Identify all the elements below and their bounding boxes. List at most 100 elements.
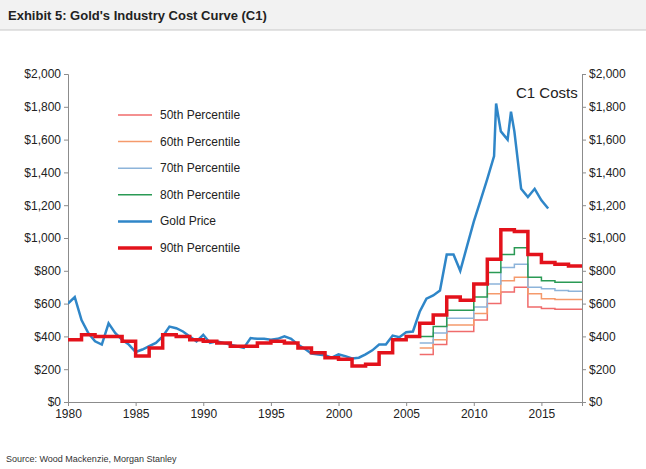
tick-mark bbox=[64, 172, 68, 173]
tick: $2,000 bbox=[582, 67, 626, 81]
tick-mark bbox=[68, 402, 69, 406]
tick: 1980 bbox=[55, 402, 82, 421]
tick-mark bbox=[64, 205, 68, 206]
tick: 2015 bbox=[529, 402, 556, 421]
tick-label: 2000 bbox=[326, 407, 353, 421]
tick-mark bbox=[64, 369, 68, 370]
tick: $1,000 bbox=[582, 231, 626, 245]
series-line bbox=[68, 104, 548, 359]
tick-mark bbox=[406, 402, 407, 406]
tick: $400 bbox=[582, 330, 616, 344]
series-line bbox=[420, 264, 582, 343]
tick-mark bbox=[582, 172, 586, 173]
tick: $1,800 bbox=[24, 100, 68, 114]
tick-label: 2010 bbox=[461, 407, 488, 421]
tick-mark bbox=[339, 402, 340, 406]
tick-label: 1980 bbox=[55, 407, 82, 421]
tick-mark bbox=[64, 107, 68, 108]
tick-label: 1995 bbox=[258, 407, 285, 421]
series-line bbox=[420, 277, 582, 348]
tick: 1990 bbox=[190, 402, 217, 421]
chart-title: Exhibit 5: Gold's Industry Cost Curve (C… bbox=[8, 8, 267, 23]
tick-label: $1,600 bbox=[24, 133, 61, 147]
series-line bbox=[420, 287, 582, 354]
tick: $200 bbox=[582, 363, 616, 377]
tick: 2000 bbox=[326, 402, 353, 421]
tick-mark bbox=[582, 205, 586, 206]
tick-label: $200 bbox=[589, 363, 616, 377]
y-axis: $0$200$400$600$800$1,000$1,200$1,400$1,6… bbox=[24, 67, 68, 409]
tick-label: 2005 bbox=[393, 407, 420, 421]
tick-mark bbox=[64, 336, 68, 337]
tick-label: $1,600 bbox=[589, 133, 626, 147]
chart-container: Exhibit 5: Gold's Industry Cost Curve (C… bbox=[0, 0, 646, 469]
tick-label: 1990 bbox=[190, 407, 217, 421]
tick: $1,600 bbox=[24, 133, 68, 147]
tick: $600 bbox=[34, 297, 68, 311]
tick: $0 bbox=[582, 395, 603, 409]
tick-mark bbox=[64, 238, 68, 239]
tick: $1,600 bbox=[582, 133, 626, 147]
legend-swatch bbox=[118, 167, 152, 169]
tick-mark bbox=[64, 140, 68, 141]
source-note: Source: Wood Mackenzie, Morgan Stanley bbox=[6, 454, 177, 464]
tick-label: $400 bbox=[589, 330, 616, 344]
legend-swatch bbox=[118, 114, 152, 116]
tick: $1,400 bbox=[24, 166, 68, 180]
tick-label: $200 bbox=[34, 363, 61, 377]
tick: $800 bbox=[34, 264, 68, 278]
tick-label: 2015 bbox=[529, 407, 556, 421]
tick-label: $1,800 bbox=[589, 100, 626, 114]
tick-label: $800 bbox=[34, 264, 61, 278]
tick-mark bbox=[474, 402, 475, 406]
tick: $200 bbox=[34, 363, 68, 377]
tick-mark bbox=[582, 271, 586, 272]
legend-label: 50th Percentile bbox=[160, 108, 240, 122]
tick-label: $800 bbox=[589, 264, 616, 278]
tick: 2005 bbox=[393, 402, 420, 421]
plot-area bbox=[68, 104, 582, 366]
chart-svg: Exhibit 5: Gold's Industry Cost Curve (C… bbox=[0, 0, 646, 469]
tick-mark bbox=[64, 402, 68, 403]
tick: $2,000 bbox=[24, 67, 68, 81]
legend-swatch bbox=[118, 220, 152, 223]
y2-axis: $0 $200 $400 $600 $800 $1,000 $1,200 $1,400 $1,6… bbox=[582, 67, 626, 409]
legend-swatch bbox=[118, 194, 152, 196]
tick-mark bbox=[582, 74, 586, 75]
tick-mark bbox=[64, 304, 68, 305]
tick: 1985 bbox=[123, 402, 150, 421]
tick-mark bbox=[64, 74, 68, 75]
annotation: C1 Costs bbox=[516, 84, 578, 101]
tick-mark bbox=[582, 140, 586, 141]
legend-label: 90th Percentile bbox=[160, 241, 240, 255]
legend: 50th Percentile60th Percentile70th Perce… bbox=[118, 108, 240, 255]
legend-label: Gold Price bbox=[160, 214, 216, 228]
axis-line bbox=[64, 75, 69, 403]
tick-mark bbox=[541, 402, 542, 406]
tick-label: $1,400 bbox=[589, 166, 626, 180]
tick-mark bbox=[271, 402, 272, 406]
tick: $1,200 bbox=[582, 199, 626, 213]
tick-mark bbox=[136, 402, 137, 406]
tick: $800 bbox=[582, 264, 616, 278]
tick-label: $1,200 bbox=[589, 199, 626, 213]
tick-mark bbox=[582, 107, 586, 108]
tick-label: $0 bbox=[589, 395, 603, 409]
tick-mark bbox=[64, 271, 68, 272]
tick-label: 1985 bbox=[123, 407, 150, 421]
tick-label: $2,000 bbox=[24, 67, 61, 81]
tick-label: $1,400 bbox=[24, 166, 61, 180]
tick-label: $1,000 bbox=[589, 231, 626, 245]
axis-line bbox=[583, 75, 587, 403]
title-band bbox=[0, 0, 646, 30]
tick-label: $2,000 bbox=[589, 67, 626, 81]
tick-label: $1,000 bbox=[24, 231, 61, 245]
tick-mark bbox=[582, 304, 586, 305]
legend-swatch bbox=[118, 246, 152, 250]
axis-line bbox=[69, 403, 583, 407]
tick: $600 bbox=[582, 297, 616, 311]
tick: 1995 bbox=[258, 402, 285, 421]
series-line bbox=[68, 230, 582, 366]
tick: $400 bbox=[34, 330, 68, 344]
legend-label: 60th Percentile bbox=[160, 135, 240, 149]
